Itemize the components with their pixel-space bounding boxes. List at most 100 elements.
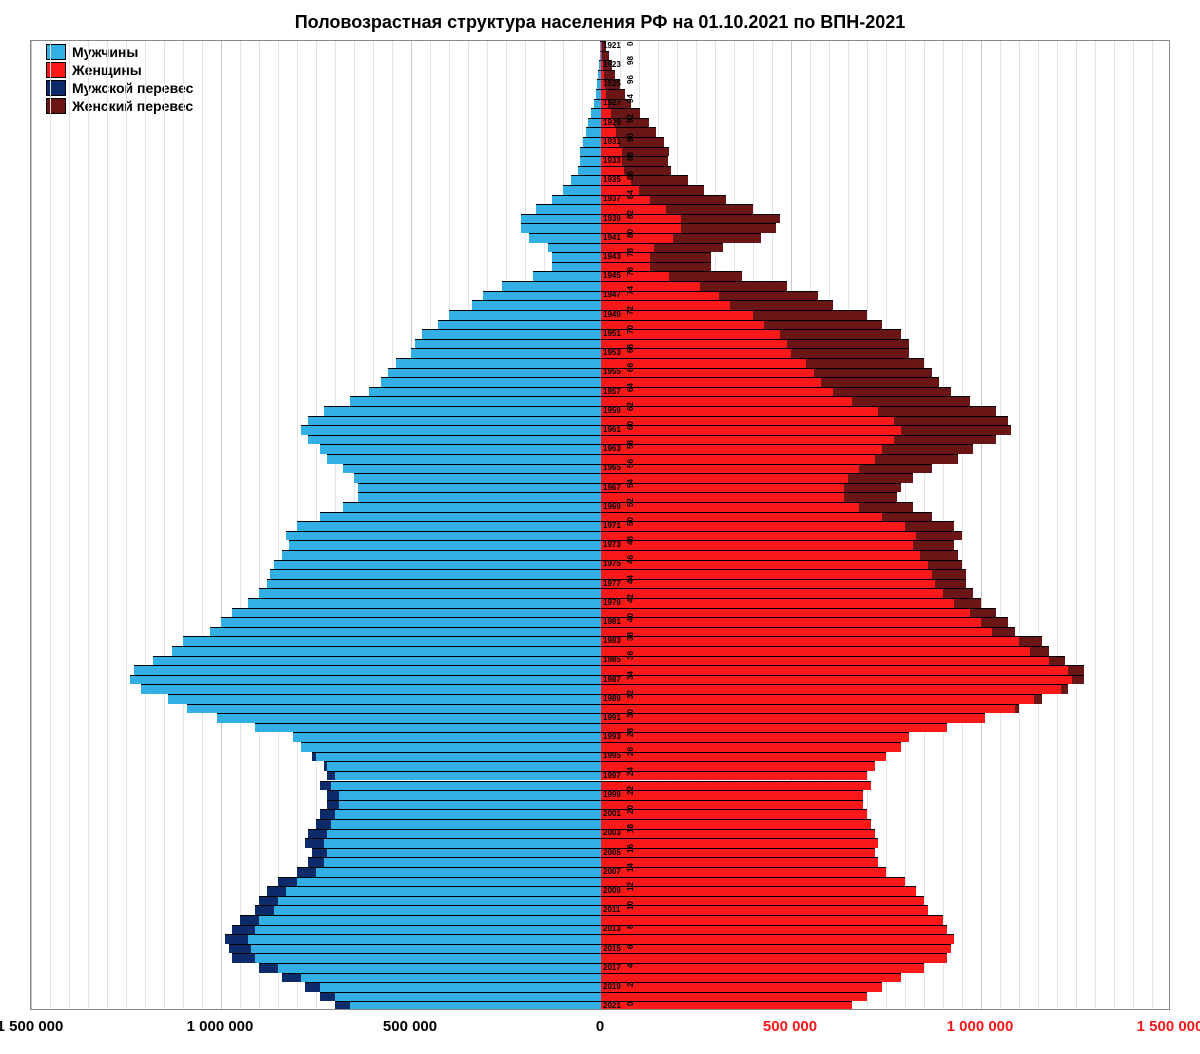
pyramid-row: 195368	[31, 348, 1169, 358]
year-label: 1953	[603, 349, 621, 357]
bar-male	[308, 435, 601, 445]
pyramid-row	[31, 204, 1169, 214]
pyramid-row: 195962	[31, 406, 1169, 416]
xaxis-tick-label: 1 500 000	[1137, 1018, 1200, 1035]
bar-male	[586, 127, 601, 137]
bar-female	[601, 646, 1030, 656]
pyramid-row: 192794	[31, 99, 1169, 109]
pyramid-row: 193784	[31, 195, 1169, 205]
xaxis-tick-label: 1 500 000	[0, 1018, 63, 1035]
age-label: 40	[627, 613, 635, 622]
bar-male	[358, 492, 601, 502]
bar-male	[259, 588, 601, 598]
age-label: 4	[627, 963, 635, 967]
age-label: 36	[627, 652, 635, 661]
pyramid-row	[31, 761, 1169, 771]
pyramid-row	[31, 492, 1169, 502]
bar-female	[601, 713, 985, 723]
bar-male	[529, 233, 601, 243]
age-label: 90	[627, 133, 635, 142]
year-label: 1959	[603, 407, 621, 415]
pyramid-row: 20174	[31, 963, 1169, 973]
pyramid-row: 198734	[31, 675, 1169, 685]
bar-male	[324, 838, 601, 848]
bar-female	[601, 973, 901, 983]
bar-female	[601, 1001, 852, 1010]
bar-female	[601, 704, 1015, 714]
pyramid-row	[31, 473, 1169, 483]
year-label: 1931	[603, 138, 621, 146]
bar-male	[580, 156, 601, 166]
age-label: 42	[627, 594, 635, 603]
bar-female	[601, 51, 602, 61]
pyramid-row	[31, 70, 1169, 80]
bar-female	[601, 473, 848, 483]
bar-male	[320, 512, 601, 522]
year-label: 1997	[603, 772, 621, 780]
bar-female	[601, 809, 867, 819]
age-label: 18	[627, 824, 635, 833]
year-label: 1939	[603, 215, 621, 223]
pyramid-row	[31, 147, 1169, 157]
pyramid-row: 192596	[31, 79, 1169, 89]
pyramid-row: 196754	[31, 483, 1169, 493]
pyramid-row	[31, 89, 1169, 99]
age-label: 70	[627, 325, 635, 334]
bar-male	[369, 387, 601, 397]
bar-male	[339, 790, 601, 800]
xaxis-tick-label: 500 000	[763, 1018, 817, 1035]
bar-female	[601, 886, 916, 896]
pyramid-row	[31, 877, 1169, 887]
age-label: 50	[627, 517, 635, 526]
age-label: 24	[627, 767, 635, 776]
bar-male	[221, 617, 601, 627]
pyramid-row	[31, 973, 1169, 983]
bar-male	[521, 214, 601, 224]
bar-female	[601, 464, 859, 474]
bar-male	[483, 291, 601, 301]
bar-male	[422, 329, 601, 339]
pyramid-row: 194972	[31, 310, 1169, 320]
pyramid-row: 196556	[31, 464, 1169, 474]
bar-female	[601, 867, 886, 877]
pyramid-row	[31, 704, 1169, 714]
pyramid-row: 196160	[31, 425, 1169, 435]
year-label: 1955	[603, 368, 621, 376]
bar-female	[601, 781, 871, 791]
bar-male	[255, 925, 601, 935]
bar-female	[601, 550, 920, 560]
bar-male	[335, 809, 601, 819]
year-label: 1983	[603, 637, 621, 645]
pyramid-row	[31, 166, 1169, 176]
bar-male	[255, 723, 601, 733]
bar-female	[601, 569, 932, 579]
year-label: 2009	[603, 887, 621, 895]
pyramid-row	[31, 262, 1169, 272]
bar-female	[601, 925, 947, 935]
year-label: 2013	[603, 925, 621, 933]
bar-female	[601, 396, 852, 406]
bar-female	[601, 857, 878, 867]
pyramid-row: 195170	[31, 329, 1169, 339]
year-label: 1995	[603, 752, 621, 760]
pyramid-row: 198536	[31, 656, 1169, 666]
age-label: 88	[627, 152, 635, 161]
pyramid-row: 199526	[31, 752, 1169, 762]
pyramid-row: 200912	[31, 886, 1169, 896]
pyramid-row: 197744	[31, 579, 1169, 589]
bar-male	[594, 99, 601, 109]
bar-male	[183, 636, 601, 646]
age-label: 46	[627, 556, 635, 565]
bar-male	[301, 425, 601, 435]
pyramid-row: 197942	[31, 598, 1169, 608]
bar-female	[601, 790, 863, 800]
age-label: 92	[627, 114, 635, 123]
bar-male	[172, 646, 601, 656]
bar-male	[350, 396, 601, 406]
bar-female	[601, 454, 875, 464]
bar-male	[255, 953, 601, 963]
bar-male	[381, 377, 601, 387]
bar-male	[411, 348, 601, 358]
pyramid-row	[31, 915, 1169, 925]
age-label: 74	[627, 287, 635, 296]
